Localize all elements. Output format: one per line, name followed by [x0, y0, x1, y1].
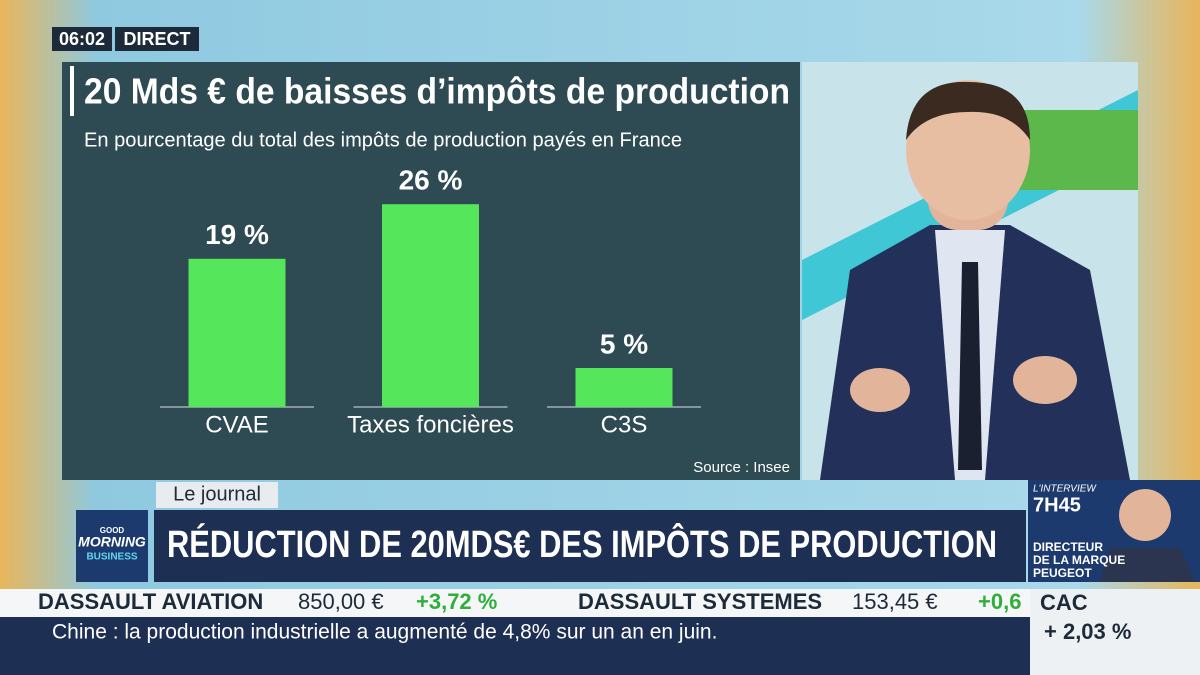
promo-line: DIRECTEUR: [1033, 540, 1103, 554]
promo-photo: [1119, 489, 1171, 541]
promo-label: L'INTERVIEW: [1033, 484, 1097, 495]
promo-line: DE LA MARQUE: [1033, 553, 1125, 567]
index-change: + 2,03 %: [1044, 619, 1131, 644]
live-box: [115, 27, 199, 51]
source: Source : Insee: [693, 459, 790, 476]
title-accent: [70, 66, 74, 116]
index-box: [1030, 589, 1200, 675]
x-tick-label: Taxes foncières: [347, 411, 514, 438]
video-feed: [802, 62, 1138, 480]
headline-box: [154, 510, 1026, 582]
section: Le journal: [173, 483, 261, 505]
ticker-price: 850,00 €: [298, 589, 384, 614]
logo-text: MORNING: [78, 534, 146, 550]
bar: [382, 204, 479, 407]
news-bar: [0, 617, 1030, 675]
value-label: 19 %: [205, 219, 269, 250]
promo-photo: [1100, 548, 1195, 582]
bar: [575, 368, 673, 407]
index-name: CAC: [1040, 590, 1088, 615]
logo-box: [76, 510, 148, 582]
ticker-change: +3,72 %: [416, 589, 497, 614]
promo-time: 7H45: [1033, 494, 1081, 516]
logo-text: GOOD: [100, 526, 125, 535]
clock: 06:02: [59, 29, 105, 49]
logo-text: BUSINESS: [86, 552, 137, 563]
chart-title: 20 Mds € de baisses d’impôts de producti…: [84, 71, 790, 112]
x-tick-label: C3S: [601, 411, 648, 438]
chart-subtitle: En pourcentage du total des impôts de pr…: [84, 129, 682, 151]
promo-line: PEUGEOT: [1033, 566, 1092, 580]
ticker-price: 153,45 €: [852, 589, 938, 614]
headline: RÉDUCTION DE 20MDS€ DES IMPÔTS DE PRODUC…: [167, 521, 997, 566]
ticker-name: DASSAULT AVIATION: [38, 589, 263, 614]
section-box: [156, 482, 278, 508]
clock-box: [52, 27, 112, 51]
bar: [188, 258, 286, 407]
ticker-bar: [0, 589, 1030, 617]
ticker-change: +0,6: [978, 589, 1021, 614]
value-label: 5 %: [600, 328, 648, 359]
live: DIRECT: [124, 29, 191, 49]
ticker-name: DASSAULT SYSTEMES: [578, 589, 822, 614]
value-label: 26 %: [399, 165, 463, 196]
news: Chine : la production industrielle a aug…: [52, 621, 717, 644]
x-tick-label: CVAE: [205, 411, 269, 438]
